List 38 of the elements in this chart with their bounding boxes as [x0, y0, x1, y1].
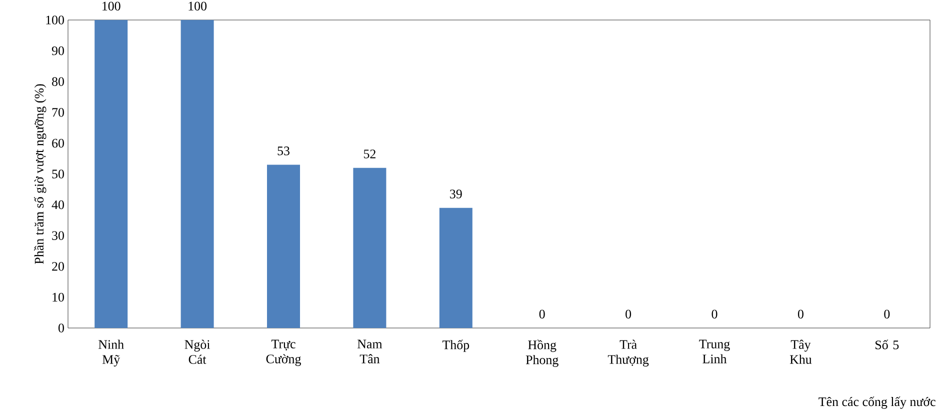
y-axis-title: Phần trăm số giờ vượt ngưỡng (%)	[34, 84, 46, 264]
x-axis-title: Tên các cống lấy nước	[818, 396, 936, 409]
bar	[353, 168, 386, 328]
y-tick-label: 90	[52, 46, 64, 56]
x-tick-label: Hồng Phong	[526, 340, 558, 367]
data-label: 52	[364, 150, 376, 158]
y-tick-label: 50	[52, 170, 64, 178]
y-tick-label: 20	[52, 262, 64, 271]
x-tick-label: Ngòi Cát	[184, 340, 210, 364]
bar	[439, 208, 472, 328]
data-label: 53	[278, 146, 290, 156]
data-label: 100	[188, 2, 207, 10]
x-tick-label: Trà Thượng	[608, 340, 649, 367]
y-tick-label: 70	[52, 108, 64, 117]
data-label: 0	[798, 310, 804, 318]
y-tick-label: 0	[58, 324, 64, 332]
bar	[94, 20, 128, 328]
data-label: 0	[884, 310, 890, 318]
x-tick-label: Ninh Mỹ	[98, 340, 124, 366]
x-tick-label: Thốp	[442, 340, 470, 352]
data-label: 0	[539, 310, 545, 318]
x-tick-label: Tây Khu	[790, 340, 812, 364]
data-label: 0	[712, 310, 718, 318]
y-tick-label: 60	[52, 138, 64, 148]
bar	[267, 164, 300, 328]
bar	[180, 20, 214, 328]
x-tick-label: Số 5	[876, 340, 899, 350]
y-tick-label: 40	[52, 200, 64, 210]
data-label: 0	[626, 310, 632, 318]
y-tick-label: 80	[52, 77, 64, 86]
x-tick-label: Trung Linh	[699, 340, 730, 364]
x-tick-label: Nam Tân	[357, 340, 382, 364]
y-tick-label: 30	[52, 231, 64, 240]
y-tick-label: 10	[52, 292, 64, 302]
data-label: 39	[450, 190, 462, 198]
data-label: 100	[102, 2, 120, 10]
y-tick-label: 100	[46, 16, 64, 24]
x-tick-label: Trực Cường	[266, 340, 301, 366]
